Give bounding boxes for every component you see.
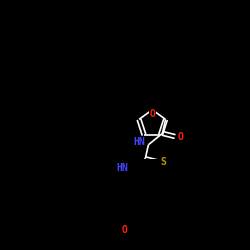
Text: O: O [178, 132, 184, 141]
Text: O: O [122, 225, 128, 235]
Text: HN: HN [134, 137, 145, 147]
Text: O: O [149, 109, 155, 119]
Text: HN: HN [116, 162, 128, 172]
Text: S: S [161, 157, 166, 167]
